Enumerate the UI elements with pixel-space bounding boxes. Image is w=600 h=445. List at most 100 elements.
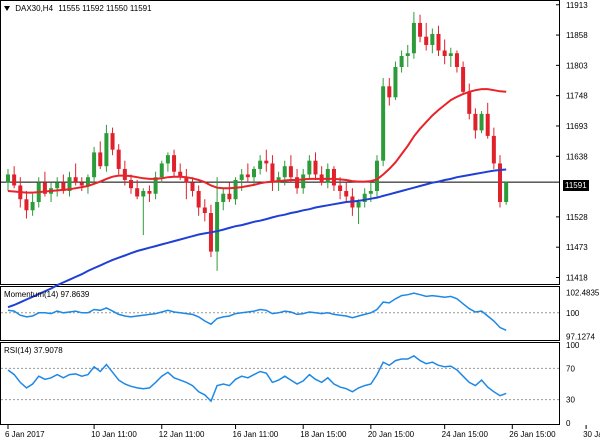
candle-bull (393, 67, 398, 98)
candle-bear (79, 182, 84, 186)
candle-bear (227, 193, 232, 200)
time-tick-label: 12 Jan 11:00 (159, 430, 205, 439)
candle-bear (288, 166, 293, 178)
momentum-pane-frame (0, 286, 560, 341)
candle-bear (454, 53, 459, 68)
rsi-tick-label: 70 (566, 364, 575, 373)
time-tick-label: 26 Jan 15:00 (509, 430, 556, 439)
time-tick-label: 20 Jan 15:00 (368, 430, 415, 439)
price-tick-label: 11748 (566, 92, 588, 101)
candle-bear (295, 177, 300, 189)
momentum-tick-label: 100 (566, 309, 580, 318)
candle-bear (436, 33, 441, 51)
rsi-tick-label: 0 (566, 419, 571, 428)
time-tick-label: 6 Jan 2017 (5, 430, 45, 439)
candle-bear (202, 207, 207, 214)
candle-bear (135, 188, 140, 197)
price-tick-label: 11473 (566, 243, 588, 252)
candle-bear (24, 199, 29, 211)
candle-bull (362, 193, 367, 203)
candle-bull (233, 179, 238, 200)
momentum-tick-label: 102.4835 (566, 288, 600, 297)
rsi-label: RSI(14) 37.9078 (4, 346, 63, 355)
candle-bull (356, 202, 361, 208)
candle-bull (448, 53, 453, 56)
candle-bear (491, 135, 496, 164)
candle-bear (313, 160, 318, 175)
time-tick-label: 10 Jan 11:00 (91, 430, 137, 439)
time-tick-label: 30 Jan 15:00 (583, 430, 600, 439)
price-tick-label: 11528 (566, 213, 588, 222)
candle-bear (178, 171, 183, 178)
candle-bull (215, 202, 220, 252)
candle-bear (172, 155, 177, 172)
rsi-tick-label: 30 (566, 396, 575, 405)
candle-bull (30, 202, 35, 211)
candle-bear (42, 182, 47, 194)
candle-bull (307, 160, 312, 175)
momentum-line (7, 292, 507, 331)
symbol-header: DAX30,H4 11555 11592 11550 11591 (4, 4, 152, 13)
candle-bull (159, 163, 164, 178)
candle-bull (411, 22, 416, 54)
candle-bear (387, 86, 392, 98)
candle-bear (129, 179, 133, 189)
candle-bull (301, 174, 306, 189)
time-tick-label: 18 Jan 15:00 (300, 430, 347, 439)
candle-bear (467, 91, 472, 114)
candle-bear (498, 163, 502, 203)
candle-bull (153, 177, 158, 194)
current-price-tag: 11591 (563, 180, 589, 191)
candle-bear (473, 113, 478, 131)
candle-bull (141, 190, 146, 197)
time-tick-label: 24 Jan 15:00 (442, 430, 489, 439)
price-tick-label: 11913 (566, 1, 588, 10)
candle-bull (239, 174, 244, 180)
candle-bear (331, 168, 336, 186)
candle-bear (442, 50, 447, 56)
candle-bull (258, 160, 263, 169)
candle-bear (485, 113, 490, 136)
candle-bear (196, 190, 201, 208)
candle-bull (221, 193, 226, 203)
candle-bear (245, 174, 250, 178)
candle-bull (104, 133, 109, 167)
rsi-tick-label: 100 (566, 341, 580, 350)
candle-bull (85, 177, 90, 186)
candle-bull (381, 86, 386, 161)
candle-bear (184, 177, 189, 183)
rsi-line (7, 355, 507, 403)
main-pane-frame (0, 0, 560, 285)
candle-bull (276, 177, 281, 183)
ohlc-values: 11555 11592 11550 11591 (58, 4, 152, 13)
candle-bull (430, 33, 435, 45)
candle-bear (73, 177, 78, 183)
symbol-label: DAX30,H4 (15, 4, 54, 13)
candle-bull (67, 177, 72, 191)
candle-bull (282, 166, 287, 178)
candle-bear (190, 182, 195, 191)
candle-bull (368, 190, 373, 194)
candle-bull (92, 152, 97, 178)
candle-bear (98, 152, 103, 167)
candle-bull (375, 160, 379, 191)
candle-bull (504, 182, 509, 203)
candle-bear (270, 163, 275, 183)
candle-bear (116, 149, 121, 169)
price-tick-label: 11803 (566, 61, 588, 70)
price-tick-label: 11418 (566, 273, 588, 282)
triangle-down-icon[interactable] (4, 6, 10, 12)
candle-bear (61, 182, 66, 191)
time-tick-label: 16 Jan 11:00 (233, 430, 279, 439)
momentum-tick-label: 97.1274 (566, 332, 595, 341)
candle-bear (264, 160, 269, 164)
candle-bull (252, 168, 256, 178)
candle-bear (344, 190, 349, 197)
price-tick-label: 11638 (566, 152, 588, 161)
price-tick-label: 11858 (566, 31, 588, 40)
rsi-pane-frame (0, 342, 560, 425)
candle-bear (338, 185, 343, 191)
candle-bull (55, 182, 60, 189)
